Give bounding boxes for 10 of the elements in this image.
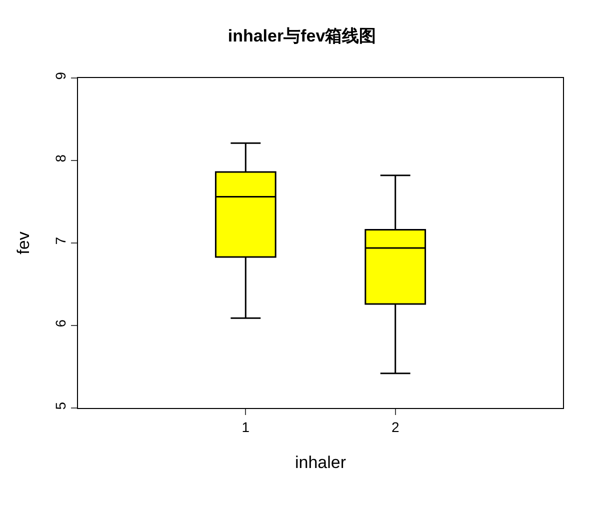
x-tick-label: 2: [391, 418, 400, 435]
y-tick-label: 6: [52, 319, 68, 328]
y-tick-label: 5: [52, 402, 68, 410]
chart-title: inhaler与fev箱线图: [228, 26, 376, 46]
y-tick-label: 7: [52, 236, 68, 245]
y-tick-label: 9: [52, 72, 68, 80]
y-axis-title: fev: [14, 231, 33, 254]
y-tick-label: 8: [52, 154, 68, 162]
x-tick-label: 1: [242, 418, 250, 435]
x-axis-title: inhaler: [294, 453, 346, 472]
